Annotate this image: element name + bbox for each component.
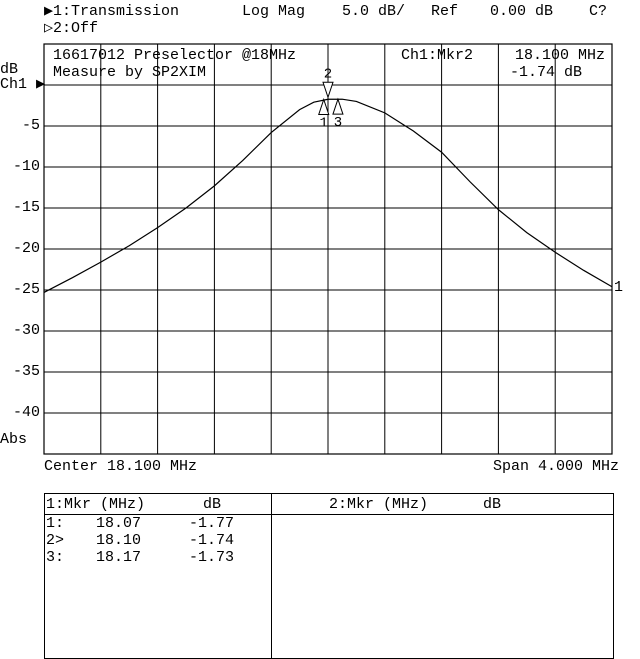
span-frequency: Span 4.000 MHz: [492, 458, 619, 475]
center-frequency: Center 18.100 MHz: [44, 458, 198, 475]
ref-value: 0.00 dB: [490, 3, 554, 20]
marker-label: 2: [324, 66, 332, 82]
marker-row-id: 3:: [46, 549, 65, 566]
y-tick-label: -15: [12, 199, 40, 216]
channel1-label: ▶1:Transmission: [44, 3, 180, 20]
marker-row-freq: 18.07: [96, 515, 142, 532]
channel-ref-label: Ch1 ▶: [0, 76, 46, 93]
y-tick-label: -35: [12, 363, 40, 380]
y-tick-label: -25: [12, 281, 40, 298]
plot-title: 16617012 Preselector @18MHz: [53, 47, 297, 64]
marker-row-id: 1:: [46, 515, 65, 532]
trace-line: [43, 98, 613, 293]
abs-label: Abs: [0, 431, 28, 448]
marker-row-db: -1.73: [189, 549, 235, 566]
y-tick-label: -10: [12, 158, 40, 175]
y-tick-label: -20: [12, 240, 40, 257]
active-marker-freq: 18.100 MHz: [515, 47, 606, 64]
ch1-mkr-header: 1:Mkr (MHz): [46, 496, 146, 513]
marker-table: 1:Mkr (MHz) dB 2:Mkr (MHz) dB 1: 18.07 -1.…: [44, 493, 614, 659]
y-tick-label: -40: [12, 404, 40, 421]
ch1-db-header: dB: [203, 496, 222, 513]
y-unit-label: dB: [0, 61, 19, 78]
marker-row-freq: 18.10: [96, 532, 142, 549]
marker-label: 3: [334, 115, 342, 131]
marker-1-icon: [318, 97, 330, 116]
active-marker-label: Ch1:Mkr2: [401, 47, 474, 64]
trace-plot: 1 2 3: [43, 43, 613, 455]
channel2-label: ▷2:Off: [44, 20, 99, 37]
y-tick-label: -30: [12, 322, 40, 339]
trace-end-label: 1: [614, 279, 624, 296]
scale-label: 5.0 dB/: [342, 3, 406, 20]
marker-label: 1: [320, 116, 328, 132]
marker-row-db: -1.74: [189, 532, 235, 549]
active-marker-value: -1.74 dB: [510, 64, 583, 81]
ch2-mkr-header: 2:Mkr (MHz): [329, 496, 429, 513]
plot-subtitle: Measure by SP2XIM: [53, 64, 207, 81]
y-tick-label: -5: [21, 117, 40, 134]
format-label: Log Mag: [242, 3, 306, 20]
marker-row-db: -1.77: [189, 515, 235, 532]
cal-status: C?: [589, 3, 608, 20]
ch2-db-header: dB: [483, 496, 502, 513]
marker-2-icon: [322, 81, 334, 99]
ref-label: Ref: [431, 3, 459, 20]
marker-row-freq: 18.17: [96, 549, 142, 566]
marker-row-id: 2>: [46, 532, 65, 549]
marker-3-icon: [332, 97, 344, 115]
